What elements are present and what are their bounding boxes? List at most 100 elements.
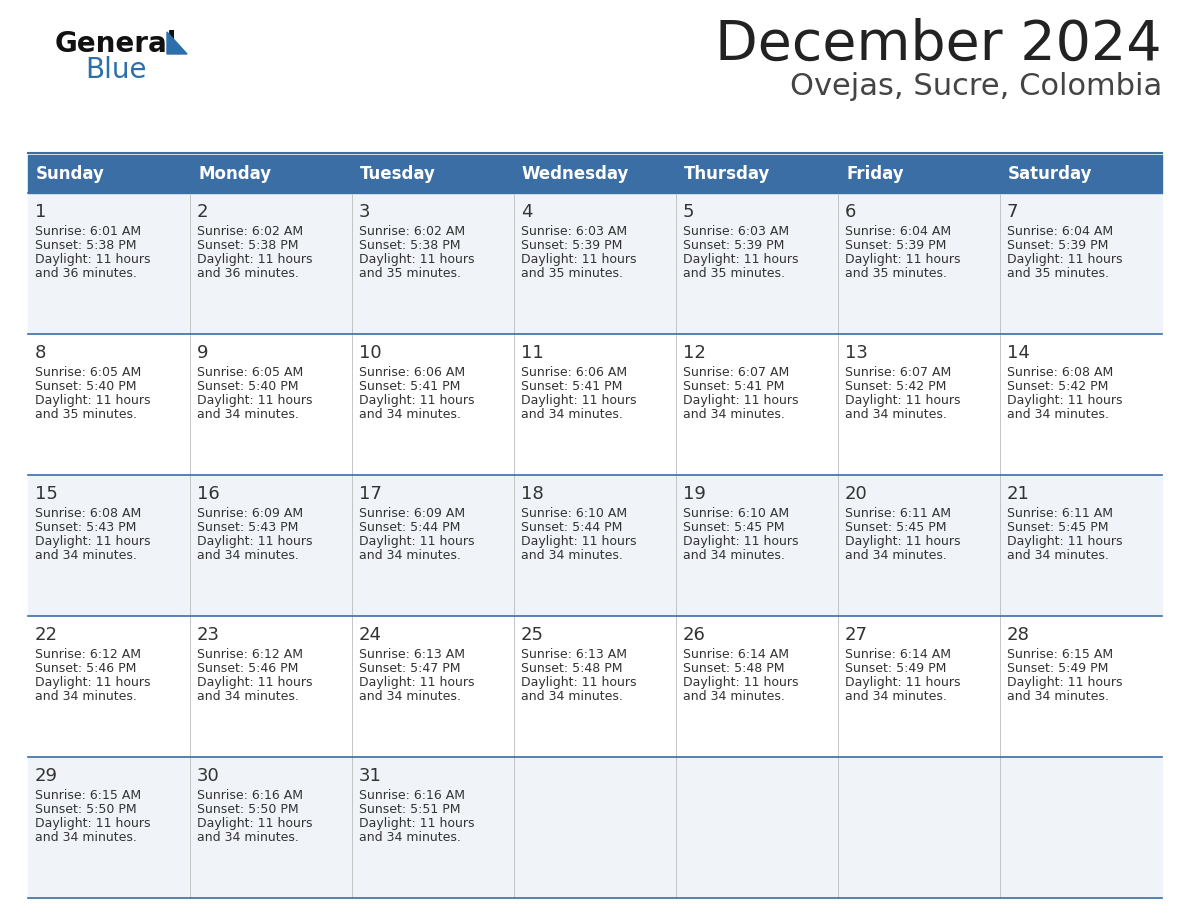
Text: and 34 minutes.: and 34 minutes. — [522, 549, 623, 562]
Text: Sunset: 5:40 PM: Sunset: 5:40 PM — [197, 380, 298, 393]
Text: and 34 minutes.: and 34 minutes. — [197, 690, 299, 703]
Text: Daylight: 11 hours: Daylight: 11 hours — [34, 253, 151, 266]
Text: Sunrise: 6:14 AM: Sunrise: 6:14 AM — [845, 648, 952, 661]
Text: and 35 minutes.: and 35 minutes. — [683, 267, 785, 280]
Text: and 34 minutes.: and 34 minutes. — [359, 408, 461, 421]
Text: Daylight: 11 hours: Daylight: 11 hours — [845, 535, 961, 548]
Text: Sunrise: 6:14 AM: Sunrise: 6:14 AM — [683, 648, 789, 661]
Bar — [29, 193, 1162, 334]
Text: Wednesday: Wednesday — [522, 165, 630, 183]
Text: 12: 12 — [683, 344, 706, 362]
Text: 28: 28 — [1007, 626, 1030, 644]
Text: Daylight: 11 hours: Daylight: 11 hours — [359, 535, 474, 548]
Text: 4: 4 — [522, 203, 532, 221]
Text: Sunset: 5:50 PM: Sunset: 5:50 PM — [34, 803, 137, 816]
Bar — [29, 475, 1162, 616]
Text: Daylight: 11 hours: Daylight: 11 hours — [197, 253, 312, 266]
Text: Sunset: 5:39 PM: Sunset: 5:39 PM — [683, 239, 784, 252]
Text: and 35 minutes.: and 35 minutes. — [845, 267, 947, 280]
Text: Sunrise: 6:03 AM: Sunrise: 6:03 AM — [683, 225, 789, 238]
Text: 9: 9 — [197, 344, 209, 362]
Text: Sunrise: 6:15 AM: Sunrise: 6:15 AM — [34, 789, 141, 802]
Text: 27: 27 — [845, 626, 868, 644]
Bar — [29, 155, 1162, 193]
Text: Sunrise: 6:12 AM: Sunrise: 6:12 AM — [197, 648, 303, 661]
Text: Daylight: 11 hours: Daylight: 11 hours — [197, 676, 312, 689]
Text: and 35 minutes.: and 35 minutes. — [359, 267, 461, 280]
Text: 6: 6 — [845, 203, 857, 221]
Text: Daylight: 11 hours: Daylight: 11 hours — [683, 253, 798, 266]
Text: 26: 26 — [683, 626, 706, 644]
Text: and 34 minutes.: and 34 minutes. — [197, 831, 299, 844]
Text: and 34 minutes.: and 34 minutes. — [522, 690, 623, 703]
Text: and 35 minutes.: and 35 minutes. — [1007, 267, 1110, 280]
Bar — [29, 334, 1162, 475]
Text: Daylight: 11 hours: Daylight: 11 hours — [845, 253, 961, 266]
Text: Sunrise: 6:08 AM: Sunrise: 6:08 AM — [34, 507, 141, 520]
Text: 1: 1 — [34, 203, 46, 221]
Text: Daylight: 11 hours: Daylight: 11 hours — [197, 535, 312, 548]
Text: and 35 minutes.: and 35 minutes. — [34, 408, 137, 421]
Text: Sunset: 5:46 PM: Sunset: 5:46 PM — [34, 662, 137, 675]
Text: Sunset: 5:45 PM: Sunset: 5:45 PM — [845, 521, 947, 534]
Text: Sunrise: 6:06 AM: Sunrise: 6:06 AM — [359, 366, 466, 379]
Text: Thursday: Thursday — [684, 165, 770, 183]
Text: Sunset: 5:43 PM: Sunset: 5:43 PM — [197, 521, 298, 534]
Text: Sunset: 5:39 PM: Sunset: 5:39 PM — [522, 239, 623, 252]
Text: 21: 21 — [1007, 485, 1030, 503]
Text: and 36 minutes.: and 36 minutes. — [34, 267, 137, 280]
Text: Daylight: 11 hours: Daylight: 11 hours — [683, 394, 798, 407]
Text: Sunset: 5:50 PM: Sunset: 5:50 PM — [197, 803, 298, 816]
Text: Daylight: 11 hours: Daylight: 11 hours — [845, 394, 961, 407]
Text: Sunrise: 6:11 AM: Sunrise: 6:11 AM — [845, 507, 952, 520]
Text: Sunrise: 6:05 AM: Sunrise: 6:05 AM — [34, 366, 141, 379]
Text: Daylight: 11 hours: Daylight: 11 hours — [34, 535, 151, 548]
Text: Sunrise: 6:01 AM: Sunrise: 6:01 AM — [34, 225, 141, 238]
Text: 5: 5 — [683, 203, 695, 221]
Text: Sunrise: 6:02 AM: Sunrise: 6:02 AM — [359, 225, 466, 238]
Text: Sunset: 5:41 PM: Sunset: 5:41 PM — [683, 380, 784, 393]
Text: Saturday: Saturday — [1007, 165, 1093, 183]
Text: Sunset: 5:45 PM: Sunset: 5:45 PM — [1007, 521, 1108, 534]
Text: 13: 13 — [845, 344, 868, 362]
Text: and 34 minutes.: and 34 minutes. — [1007, 549, 1108, 562]
Text: Sunset: 5:49 PM: Sunset: 5:49 PM — [1007, 662, 1108, 675]
Text: Sunrise: 6:15 AM: Sunrise: 6:15 AM — [1007, 648, 1113, 661]
Text: and 34 minutes.: and 34 minutes. — [683, 408, 785, 421]
Text: Daylight: 11 hours: Daylight: 11 hours — [197, 394, 312, 407]
Text: and 34 minutes.: and 34 minutes. — [34, 831, 137, 844]
Text: Sunset: 5:42 PM: Sunset: 5:42 PM — [845, 380, 947, 393]
Text: and 34 minutes.: and 34 minutes. — [522, 408, 623, 421]
Text: 23: 23 — [197, 626, 220, 644]
Text: and 34 minutes.: and 34 minutes. — [1007, 408, 1108, 421]
Text: Sunrise: 6:10 AM: Sunrise: 6:10 AM — [683, 507, 789, 520]
Bar — [29, 616, 1162, 757]
Text: and 34 minutes.: and 34 minutes. — [1007, 690, 1108, 703]
Text: Daylight: 11 hours: Daylight: 11 hours — [34, 817, 151, 830]
Text: Daylight: 11 hours: Daylight: 11 hours — [522, 394, 637, 407]
Text: Sunrise: 6:06 AM: Sunrise: 6:06 AM — [522, 366, 627, 379]
Text: 2: 2 — [197, 203, 209, 221]
Text: Daylight: 11 hours: Daylight: 11 hours — [845, 676, 961, 689]
Text: and 34 minutes.: and 34 minutes. — [359, 690, 461, 703]
Text: 15: 15 — [34, 485, 58, 503]
Text: Sunrise: 6:16 AM: Sunrise: 6:16 AM — [359, 789, 465, 802]
Text: Sunset: 5:38 PM: Sunset: 5:38 PM — [34, 239, 137, 252]
Polygon shape — [168, 32, 187, 54]
Text: Sunset: 5:41 PM: Sunset: 5:41 PM — [359, 380, 461, 393]
Text: and 35 minutes.: and 35 minutes. — [522, 267, 623, 280]
Text: Daylight: 11 hours: Daylight: 11 hours — [522, 535, 637, 548]
Text: Blue: Blue — [86, 56, 146, 84]
Text: Daylight: 11 hours: Daylight: 11 hours — [359, 394, 474, 407]
Text: 14: 14 — [1007, 344, 1030, 362]
Text: Daylight: 11 hours: Daylight: 11 hours — [1007, 394, 1123, 407]
Text: Sunrise: 6:05 AM: Sunrise: 6:05 AM — [197, 366, 303, 379]
Text: Sunset: 5:42 PM: Sunset: 5:42 PM — [1007, 380, 1108, 393]
Text: Sunset: 5:44 PM: Sunset: 5:44 PM — [522, 521, 623, 534]
Text: Sunset: 5:46 PM: Sunset: 5:46 PM — [197, 662, 298, 675]
Text: Sunset: 5:49 PM: Sunset: 5:49 PM — [845, 662, 947, 675]
Text: Sunrise: 6:04 AM: Sunrise: 6:04 AM — [1007, 225, 1113, 238]
Text: Sunset: 5:38 PM: Sunset: 5:38 PM — [359, 239, 461, 252]
Text: Daylight: 11 hours: Daylight: 11 hours — [197, 817, 312, 830]
Text: Ovejas, Sucre, Colombia: Ovejas, Sucre, Colombia — [790, 72, 1162, 101]
